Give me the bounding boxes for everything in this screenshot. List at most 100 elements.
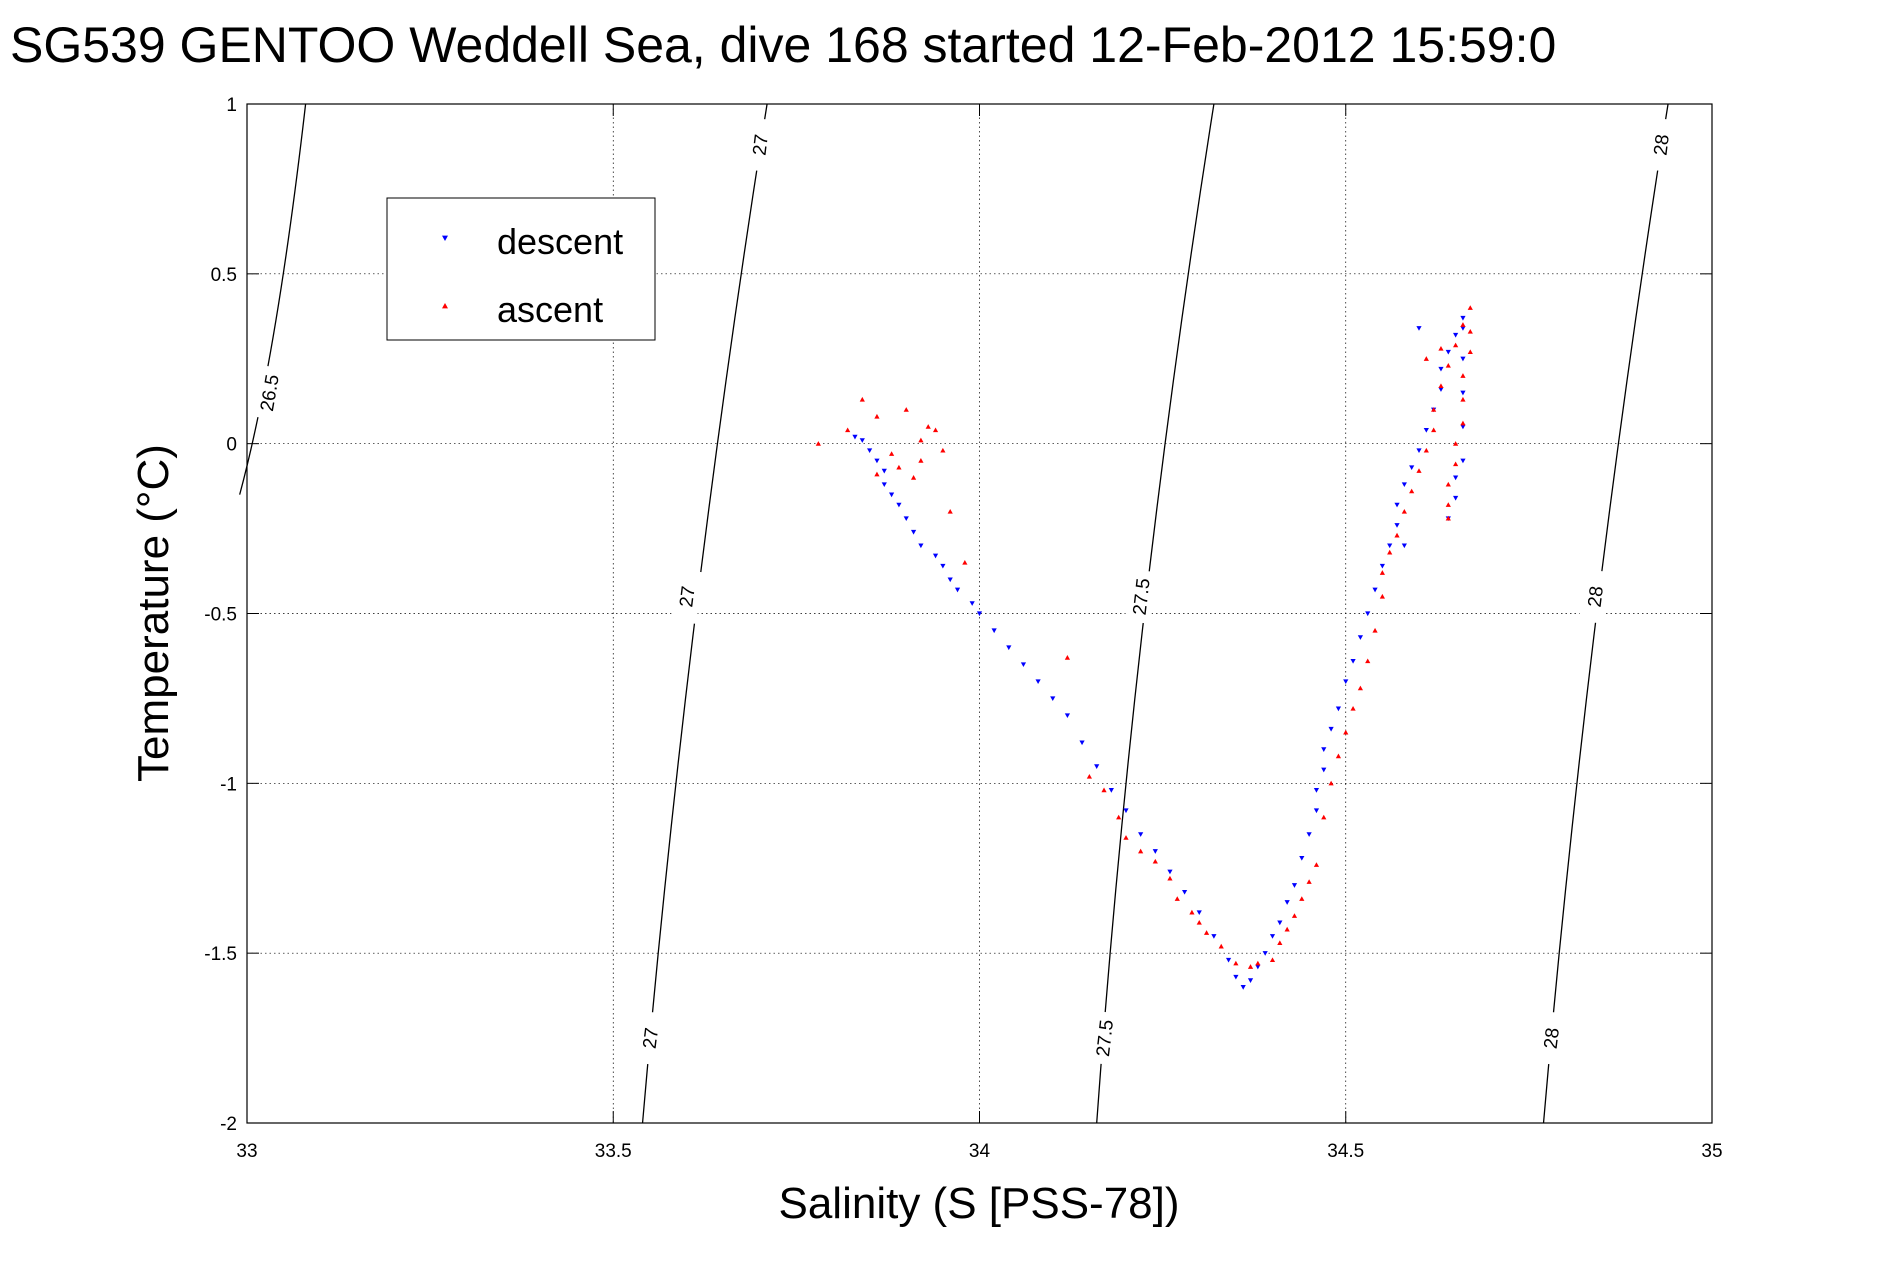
y-tick-label-0: 0 — [226, 435, 237, 456]
descent-point-68 — [1453, 332, 1459, 338]
descent-point-45 — [1313, 808, 1320, 814]
descent-point-22 — [1064, 713, 1070, 718]
descent-series — [852, 315, 1466, 990]
descent-point-6 — [889, 492, 895, 498]
ascent-point-25 — [1189, 909, 1195, 915]
descent-point-71 — [1460, 356, 1466, 362]
descent-point-0 — [852, 434, 858, 440]
y-axis-label: Temperature (°C) — [129, 444, 178, 782]
ascent-point-36 — [1299, 896, 1305, 901]
ascent-point-43 — [1350, 706, 1356, 711]
ascent-point-51 — [1401, 509, 1407, 514]
ascent-point-3 — [874, 413, 880, 419]
descent-point-48 — [1321, 747, 1327, 752]
contour-label-gap — [743, 117, 776, 173]
y-tick-label-1: -1 — [220, 774, 237, 795]
descent-point-28 — [1152, 849, 1158, 854]
ascent-point-42 — [1343, 729, 1349, 735]
descent-point-63 — [1423, 428, 1429, 433]
ascent-point-2 — [859, 396, 865, 402]
descent-point-53 — [1357, 635, 1363, 640]
contour-line-26-5 — [239, 103, 307, 495]
contour-label-gap — [1124, 569, 1157, 624]
ascent-point-19 — [1116, 814, 1122, 820]
descent-point-18 — [1006, 645, 1012, 651]
ascent-series — [815, 305, 1473, 969]
legend-marker-descent — [442, 235, 448, 241]
descent-point-50 — [1335, 706, 1342, 712]
descent-point-79 — [1401, 543, 1407, 549]
descent-point-32 — [1211, 934, 1217, 939]
ascent-point-56 — [1431, 407, 1437, 412]
descent-point-16 — [976, 611, 983, 617]
ascent-point-55 — [1431, 427, 1437, 433]
descent-point-23 — [1079, 740, 1085, 746]
ascent-point-41 — [1335, 753, 1342, 759]
ascent-point-73 — [1423, 356, 1429, 361]
ascent-point-44 — [1357, 685, 1363, 691]
x-axis-ticks: 33 33.5 34 34.5 35 — [236, 104, 1723, 1162]
ascent-point-32 — [1269, 957, 1276, 963]
descent-point-62 — [1416, 448, 1422, 454]
contour-label-27-5-0: 27.5 — [1093, 1019, 1118, 1058]
ascent-point-11 — [918, 458, 924, 463]
descent-point-24 — [1094, 764, 1100, 769]
descent-point-51 — [1343, 679, 1349, 685]
ascent-point-28 — [1218, 943, 1224, 949]
ascent-point-7 — [903, 407, 909, 412]
contour-label-gap — [251, 364, 287, 421]
contour-label-gap — [633, 1010, 666, 1066]
ascent-point-15 — [962, 559, 968, 565]
ascent-point-18 — [1101, 787, 1107, 793]
ascent-point-50 — [1394, 532, 1400, 538]
ascent-point-46 — [1372, 627, 1378, 633]
ascent-point-27 — [1203, 930, 1210, 935]
descent-point-72 — [1460, 390, 1466, 396]
descent-point-55 — [1372, 587, 1378, 593]
descent-point-42 — [1291, 883, 1298, 888]
descent-point-20 — [1035, 679, 1041, 685]
descent-point-9 — [910, 529, 917, 535]
ascent-point-61 — [1467, 305, 1473, 310]
ascent-point-45 — [1365, 658, 1371, 664]
y-tick-label-0-5: 0.5 — [211, 265, 237, 286]
descent-point-52 — [1350, 658, 1356, 664]
contour-label-28-2: 28 — [1651, 133, 1674, 157]
descent-point-26 — [1123, 808, 1129, 814]
ascent-point-57 — [1438, 383, 1444, 389]
descent-point-10 — [918, 543, 924, 549]
ascent-point-21 — [1138, 848, 1144, 854]
ascent-point-23 — [1167, 875, 1173, 881]
descent-point-13 — [947, 577, 953, 583]
descent-point-8 — [903, 516, 909, 521]
ascent-point-63 — [1467, 349, 1473, 355]
ascent-point-48 — [1379, 570, 1385, 575]
descent-point-2 — [867, 448, 873, 454]
descent-point-70 — [1460, 326, 1466, 331]
ascent-point-37 — [1306, 879, 1312, 884]
descent-point-29 — [1167, 869, 1173, 875]
descent-point-49 — [1328, 726, 1334, 732]
ascent-point-38 — [1313, 862, 1320, 867]
descent-point-11 — [932, 553, 939, 559]
ascent-point-14 — [947, 509, 953, 514]
descent-point-54 — [1365, 611, 1371, 617]
x-tick-label-35: 35 — [1701, 1141, 1722, 1162]
descent-point-56 — [1379, 563, 1385, 569]
contour-label-gap — [1578, 569, 1611, 624]
descent-point-14 — [954, 587, 961, 593]
ascent-point-0 — [815, 441, 821, 446]
descent-point-30 — [1182, 889, 1188, 895]
ascent-point-4 — [889, 451, 895, 456]
legend-label-ascent: ascent — [497, 289, 603, 330]
descent-point-25 — [1108, 788, 1114, 793]
descent-point-78 — [1416, 326, 1422, 331]
y-tick-label-0-5: -0.5 — [204, 605, 237, 626]
descent-point-59 — [1394, 502, 1400, 508]
ascent-point-59 — [1453, 342, 1459, 348]
ascent-point-40 — [1328, 780, 1334, 786]
ascent-point-62 — [1467, 328, 1473, 334]
ascent-point-6 — [874, 471, 880, 477]
